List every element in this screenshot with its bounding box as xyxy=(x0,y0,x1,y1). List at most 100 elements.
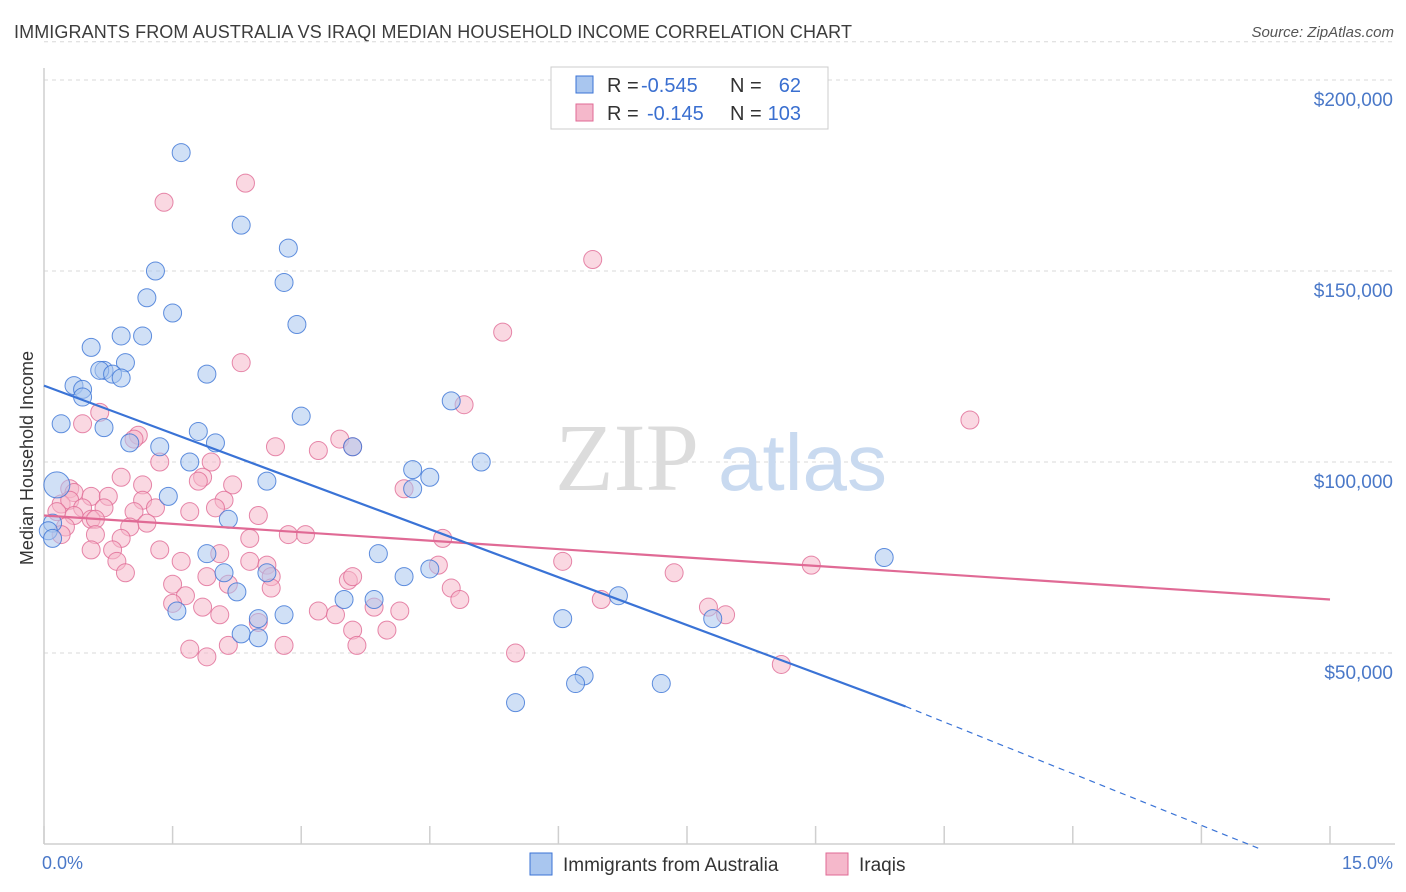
legend-swatch-iraqis xyxy=(575,103,594,122)
australia-point-46 xyxy=(420,559,440,579)
iraqis-point-62 xyxy=(115,563,135,583)
iraqis-point-3 xyxy=(493,322,513,342)
iraqis-point-58 xyxy=(240,551,260,571)
legend-n-label-1: N = xyxy=(730,103,762,125)
legend-r-label-0: R = xyxy=(607,75,639,97)
australia-point-35 xyxy=(471,452,491,472)
iraqis-point-92 xyxy=(197,647,217,667)
australia-point-5 xyxy=(137,288,157,308)
x-tick-label-1: 15.0% xyxy=(1342,853,1393,873)
australia-point-37 xyxy=(218,509,238,529)
series-australia-points xyxy=(38,143,894,713)
iraqis-point-93 xyxy=(506,643,526,663)
watermark-zip: ZIP xyxy=(555,404,699,511)
australia-point-31 xyxy=(257,471,277,491)
legend-r-label-1: R = xyxy=(607,103,639,125)
chart-title: IMMIGRANTS FROM AUSTRALIA VS IRAQI MEDIA… xyxy=(14,22,853,42)
australia-point-36 xyxy=(158,486,178,506)
australia-point-45 xyxy=(394,567,414,587)
australia-point-49 xyxy=(364,590,384,610)
iraqis-point-8 xyxy=(73,414,93,434)
australia-trend-line xyxy=(43,384,907,708)
australia-point-0 xyxy=(171,143,191,163)
australia-point-54 xyxy=(553,609,573,629)
australia-point-28 xyxy=(343,437,363,457)
iraqis-point-48 xyxy=(240,528,260,548)
y-tick-label-3: $200,000 xyxy=(1314,90,1393,111)
iraqis-point-14 xyxy=(308,441,328,461)
y-tick-label-2: $150,000 xyxy=(1314,281,1393,302)
bottom-legend-label-iraqis: Iraqis xyxy=(859,855,905,876)
iraqis-point-67 xyxy=(664,563,684,583)
iraqis-point-66 xyxy=(343,567,363,587)
series-iraqis-points xyxy=(47,173,980,674)
iraqis-point-36 xyxy=(145,498,165,518)
australia-point-25 xyxy=(150,437,170,457)
australia-point-57 xyxy=(248,628,268,648)
iraqis-point-80 xyxy=(390,601,410,621)
australia-point-47 xyxy=(227,582,247,602)
bottom-legend-swatch-iraqis xyxy=(825,852,849,876)
australia-point-44 xyxy=(257,563,277,583)
iraqis-point-61 xyxy=(553,551,573,571)
australia-point-34 xyxy=(403,479,423,499)
australia-point-33 xyxy=(420,467,440,487)
iraqis-point-78 xyxy=(308,601,328,621)
iraqis-point-21 xyxy=(223,475,243,495)
australia-point-27 xyxy=(441,391,461,411)
y-tick-label-1: $100,000 xyxy=(1314,472,1393,493)
australia-point-61 xyxy=(651,674,671,694)
stats-legend: R = -0.545 N = 62 R = -0.145 N = 103 xyxy=(550,66,829,130)
x-tick-label-0: 0.0% xyxy=(42,853,83,873)
y-tick-label-0: $50,000 xyxy=(1324,663,1393,684)
legend-r-value-1: -0.145 xyxy=(647,103,704,125)
australia-point-42 xyxy=(368,544,388,564)
australia-point-48 xyxy=(334,590,354,610)
iraqis-point-63 xyxy=(197,567,217,587)
australia-point-7 xyxy=(111,326,131,346)
iraqis-point-84 xyxy=(325,605,345,625)
iraqis-point-19 xyxy=(111,467,131,487)
australia-point-43 xyxy=(214,563,234,583)
iraqis-point-52 xyxy=(81,540,101,560)
australia-point-29 xyxy=(180,452,200,472)
australia-point-32 xyxy=(403,460,423,480)
iraqis-point-18 xyxy=(188,471,208,491)
australia-point-58 xyxy=(874,548,894,567)
iraqis-point-0 xyxy=(235,173,255,193)
iraqis-point-91 xyxy=(180,639,200,659)
series-legend: Immigrants from Australia Iraqis xyxy=(529,852,905,876)
australia-point-55 xyxy=(703,609,723,629)
iraqis-point-2 xyxy=(583,250,603,270)
iraqis-point-4 xyxy=(231,353,251,373)
iraqis-point-39 xyxy=(205,498,225,518)
legend-n-value-0: 62 xyxy=(779,75,801,97)
australia-point-8 xyxy=(133,326,153,346)
iraqis-point-89 xyxy=(274,635,294,655)
australia-point-30 xyxy=(43,471,71,499)
legend-n-label-0: N = xyxy=(730,75,762,97)
iraqis-point-88 xyxy=(218,635,238,655)
iraqis-point-69 xyxy=(163,574,183,594)
australia-point-16 xyxy=(197,364,217,384)
iraqis-point-83 xyxy=(210,605,230,625)
australia-point-2 xyxy=(278,238,298,258)
iraqis-point-37 xyxy=(180,502,200,522)
australia-point-51 xyxy=(274,605,294,625)
australia-point-62 xyxy=(506,693,526,713)
iraqis-point-54 xyxy=(150,540,170,560)
australia-point-21 xyxy=(51,414,71,434)
iraqis-point-56 xyxy=(171,551,191,571)
australia-point-24 xyxy=(120,433,140,453)
iraqis-point-5 xyxy=(960,410,980,430)
australia-point-41 xyxy=(197,544,217,564)
bottom-legend-label-australia: Immigrants from Australia xyxy=(563,855,779,876)
australia-point-40 xyxy=(43,528,63,548)
australia-point-60 xyxy=(566,674,586,694)
iraqis-point-75 xyxy=(450,590,470,610)
y-axis-label: Median Household Income xyxy=(17,351,37,565)
iraqis-point-87 xyxy=(377,620,397,640)
australia-point-20 xyxy=(94,418,114,438)
australia-point-50 xyxy=(167,601,187,621)
